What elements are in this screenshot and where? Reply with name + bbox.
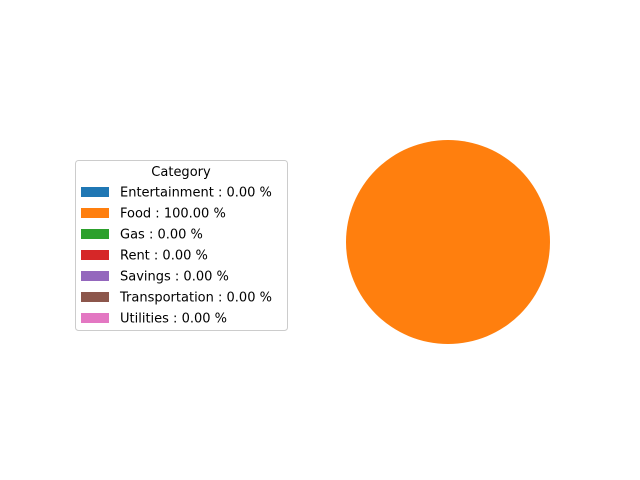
legend: Category Entertainment : 0.00 % Food : 10…: [75, 160, 288, 331]
legend-label-savings: Savings : 0.00 %: [120, 270, 229, 285]
pie: [346, 140, 550, 344]
legend-swatch-transportation: [81, 292, 109, 302]
pie-slice-food: [346, 140, 550, 344]
legend-swatch-rent: [81, 250, 109, 260]
legend-swatch-entertainment: [81, 187, 109, 197]
legend-swatch-savings: [81, 271, 109, 281]
legend-label-gas: Gas : 0.00 %: [120, 228, 203, 243]
legend-title: Category: [151, 165, 211, 180]
legend-swatch-food: [81, 208, 109, 218]
legend-frame: [75, 160, 288, 331]
legend-label-transportation: Transportation : 0.00 %: [119, 291, 272, 306]
legend-swatch-gas: [81, 229, 109, 239]
legend-label-utilities: Utilities : 0.00 %: [120, 312, 227, 327]
legend-label-entertainment: Entertainment : 0.00 %: [120, 186, 272, 201]
legend-label-food: Food : 100.00 %: [120, 207, 226, 222]
legend-label-rent: Rent : 0.00 %: [120, 249, 208, 264]
legend-entries: Entertainment : 0.00 % Food : 100.00 % Gas…: [81, 186, 272, 327]
legend-swatch-utilities: [81, 313, 109, 323]
